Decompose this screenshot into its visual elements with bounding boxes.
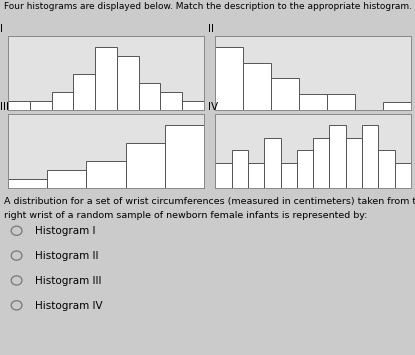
Bar (271, 78, 299, 110)
Text: Histogram IV: Histogram IV (35, 301, 103, 311)
Text: A distribution for a set of wrist circumferences (measured in centimeters) taken: A distribution for a set of wrist circum… (4, 197, 415, 206)
Text: Histogram I: Histogram I (35, 226, 96, 236)
Bar (73, 74, 95, 110)
Bar (30, 101, 52, 110)
Bar (160, 92, 182, 110)
Bar (378, 150, 395, 188)
Bar (281, 163, 297, 188)
Bar (395, 163, 411, 188)
Text: III: III (0, 102, 10, 112)
Text: I: I (0, 24, 3, 34)
Bar (327, 94, 355, 110)
Text: IV: IV (208, 102, 218, 112)
Bar (95, 47, 117, 110)
Bar (383, 102, 411, 110)
Bar (297, 150, 313, 188)
Bar (299, 94, 327, 110)
Text: Histogram III: Histogram III (35, 276, 102, 286)
Bar (86, 161, 126, 188)
Bar (215, 163, 232, 188)
Bar (8, 101, 30, 110)
Text: II: II (208, 24, 214, 34)
Bar (47, 170, 86, 188)
Bar (117, 56, 139, 110)
Bar (215, 47, 243, 110)
Bar (362, 125, 378, 188)
Bar (139, 83, 160, 110)
Bar (126, 143, 165, 188)
Bar (346, 138, 362, 188)
Bar (8, 179, 47, 188)
Bar (182, 101, 204, 110)
Bar (165, 125, 204, 188)
Bar (313, 138, 330, 188)
Bar (330, 125, 346, 188)
Bar (243, 62, 271, 110)
Text: Histogram II: Histogram II (35, 251, 99, 261)
Bar (52, 92, 73, 110)
Text: right wrist of a random sample of newborn female infants is represented by:: right wrist of a random sample of newbor… (4, 211, 368, 220)
Bar (264, 138, 281, 188)
Bar (232, 150, 248, 188)
Bar (248, 163, 264, 188)
Text: Four histograms are displayed below. Match the description to the appropriate hi: Four histograms are displayed below. Mat… (4, 2, 412, 11)
